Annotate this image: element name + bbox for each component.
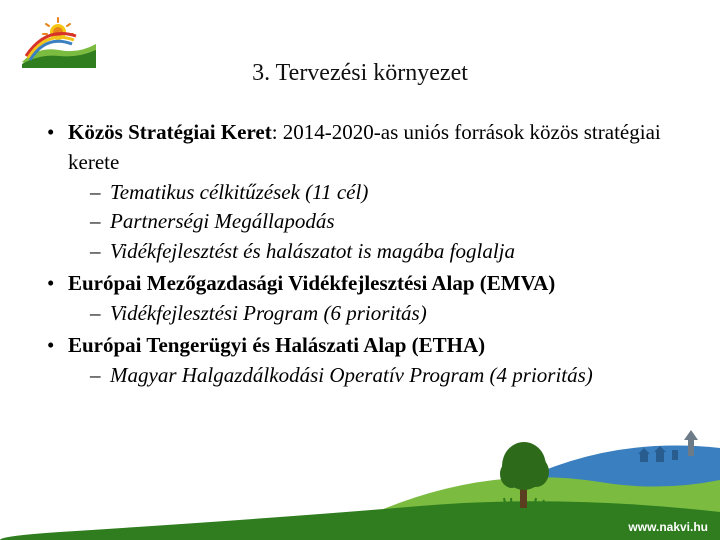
bullet-item: Európai Tengerügyi és Halászati Alap (ET… — [44, 331, 684, 391]
bullet-lead-bold: Közös Stratégiai Keret — [68, 120, 272, 144]
bullet-lead: Európai Mezőgazdasági Vidékfejlesztési A… — [68, 271, 555, 295]
bullet-lead: Európai Tengerügyi és Halászati Alap (ET… — [68, 333, 485, 357]
sub-item-text: Vidékfejlesztést és halászatot is magába… — [110, 239, 515, 263]
sub-list: Tematikus célkitűzések (11 cél) Partnersé… — [68, 178, 684, 267]
sub-item: Tematikus célkitűzések (11 cél) — [90, 178, 684, 208]
bullet-lead-bold: Európai Mezőgazdasági Vidékfejlesztési A… — [68, 271, 555, 295]
bullet-lead: Közös Stratégiai Keret: 2014-2020-as uni… — [68, 120, 661, 174]
bullet-lead-bold: Európai Tengerügyi és Halászati Alap (ET… — [68, 333, 485, 357]
sub-list: Vidékfejlesztési Program (6 prioritás) — [68, 299, 684, 329]
sub-list: Magyar Halgazdálkodási Operatív Program … — [68, 361, 684, 391]
footer-landscape-icon — [0, 420, 720, 540]
sub-item-text: Vidékfejlesztési Program (6 prioritás) — [110, 301, 427, 325]
sub-item: Magyar Halgazdálkodási Operatív Program … — [90, 361, 684, 391]
bullet-item: Közös Stratégiai Keret: 2014-2020-as uni… — [44, 118, 684, 267]
bullet-item: Európai Mezőgazdasági Vidékfejlesztési A… — [44, 269, 684, 329]
sub-item-text: Tematikus célkitűzések (11 cél) — [110, 180, 368, 204]
sub-item: Vidékfejlesztést és halászatot is magába… — [90, 237, 684, 267]
footer-url: www.nakvi.hu — [628, 520, 708, 534]
content-area: Közös Stratégiai Keret: 2014-2020-as uni… — [44, 118, 684, 392]
sub-item-text: Magyar Halgazdálkodási Operatív Program … — [110, 363, 593, 387]
sub-item: Partnerségi Megállapodás — [90, 207, 684, 237]
slide-title: 3. Tervezési környezet — [0, 60, 720, 87]
sub-item-text: Partnerségi Megállapodás — [110, 209, 335, 233]
slide: 3. Tervezési környezet Közös Stratégiai … — [0, 0, 720, 540]
sub-item: Vidékfejlesztési Program (6 prioritás) — [90, 299, 684, 329]
